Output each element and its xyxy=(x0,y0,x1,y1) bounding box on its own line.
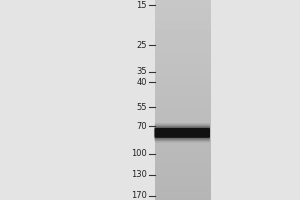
FancyBboxPatch shape xyxy=(154,126,210,139)
Text: 55: 55 xyxy=(136,103,147,112)
Text: 25: 25 xyxy=(136,41,147,50)
FancyBboxPatch shape xyxy=(154,125,210,141)
Text: 35: 35 xyxy=(136,67,147,76)
FancyBboxPatch shape xyxy=(154,123,210,143)
Text: 100: 100 xyxy=(131,149,147,158)
FancyBboxPatch shape xyxy=(154,128,210,138)
Text: 130: 130 xyxy=(131,170,147,179)
Text: 15: 15 xyxy=(136,1,147,10)
Text: 40: 40 xyxy=(136,78,147,87)
Text: 70: 70 xyxy=(136,122,147,131)
Text: 170: 170 xyxy=(131,191,147,200)
